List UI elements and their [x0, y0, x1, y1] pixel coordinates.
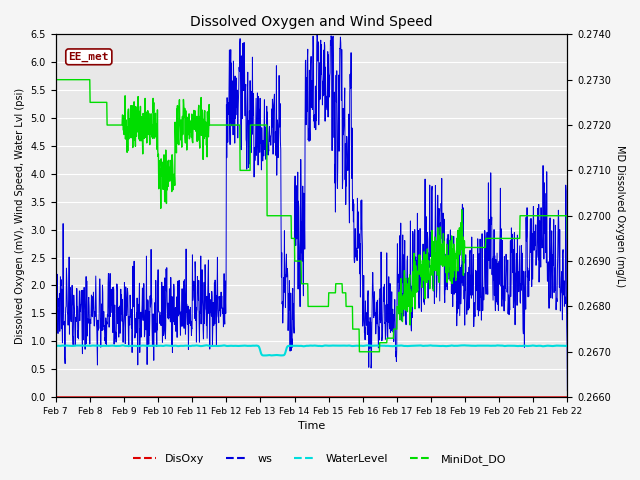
Title: Dissolved Oxygen and Wind Speed: Dissolved Oxygen and Wind Speed — [190, 15, 433, 29]
Y-axis label: Dissolved Oxygen (mV), Wind Speed, Water Lvl (psi): Dissolved Oxygen (mV), Wind Speed, Water… — [15, 88, 25, 344]
X-axis label: Time: Time — [298, 421, 325, 432]
Y-axis label: MD Dissolved Oxygen (mg/L): MD Dissolved Oxygen (mg/L) — [615, 144, 625, 287]
Text: EE_met: EE_met — [68, 52, 109, 62]
Legend: DisOxy, ws, WaterLevel, MiniDot_DO: DisOxy, ws, WaterLevel, MiniDot_DO — [129, 450, 511, 469]
